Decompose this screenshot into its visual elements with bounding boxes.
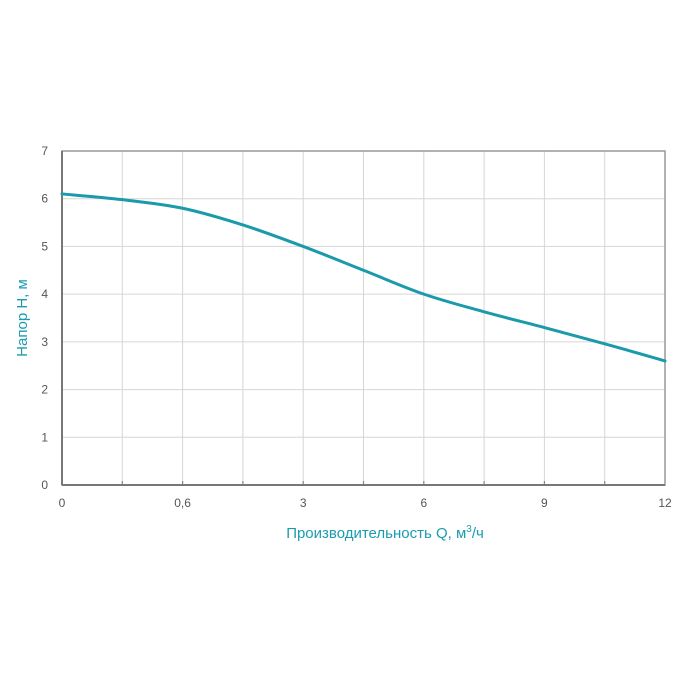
x-axis-label-sup: 3	[466, 524, 472, 535]
y-tick-label: 7	[41, 144, 48, 158]
head-flow-curve	[60, 192, 667, 363]
series	[60, 192, 667, 363]
y-tick-label: 3	[41, 335, 48, 349]
y-tick-label: 0	[41, 478, 48, 492]
grid	[62, 151, 665, 485]
x-tick-label: 6	[420, 496, 427, 510]
x-axis-label: Производительность Q, м3/ч	[286, 524, 484, 542]
x-axis-label-tail: /ч	[472, 525, 484, 542]
axes	[61, 150, 666, 486]
y-tick-label: 2	[41, 383, 48, 397]
y-tick-label: 1	[41, 430, 48, 444]
x-tick-label: 0	[59, 496, 66, 510]
x-tick-label: 12	[658, 496, 672, 510]
y-tick-label: 6	[41, 192, 48, 206]
y-tick-label: 4	[41, 287, 48, 301]
x-tick-label: 9	[541, 496, 548, 510]
x-tick-label: 3	[300, 496, 307, 510]
x-tick-label: 0,6	[174, 496, 191, 510]
x-axis-label-main: Производительность Q, м	[286, 525, 466, 542]
y-axis-label: Напор H, м	[14, 279, 31, 357]
y-tick-label: 5	[41, 239, 48, 253]
